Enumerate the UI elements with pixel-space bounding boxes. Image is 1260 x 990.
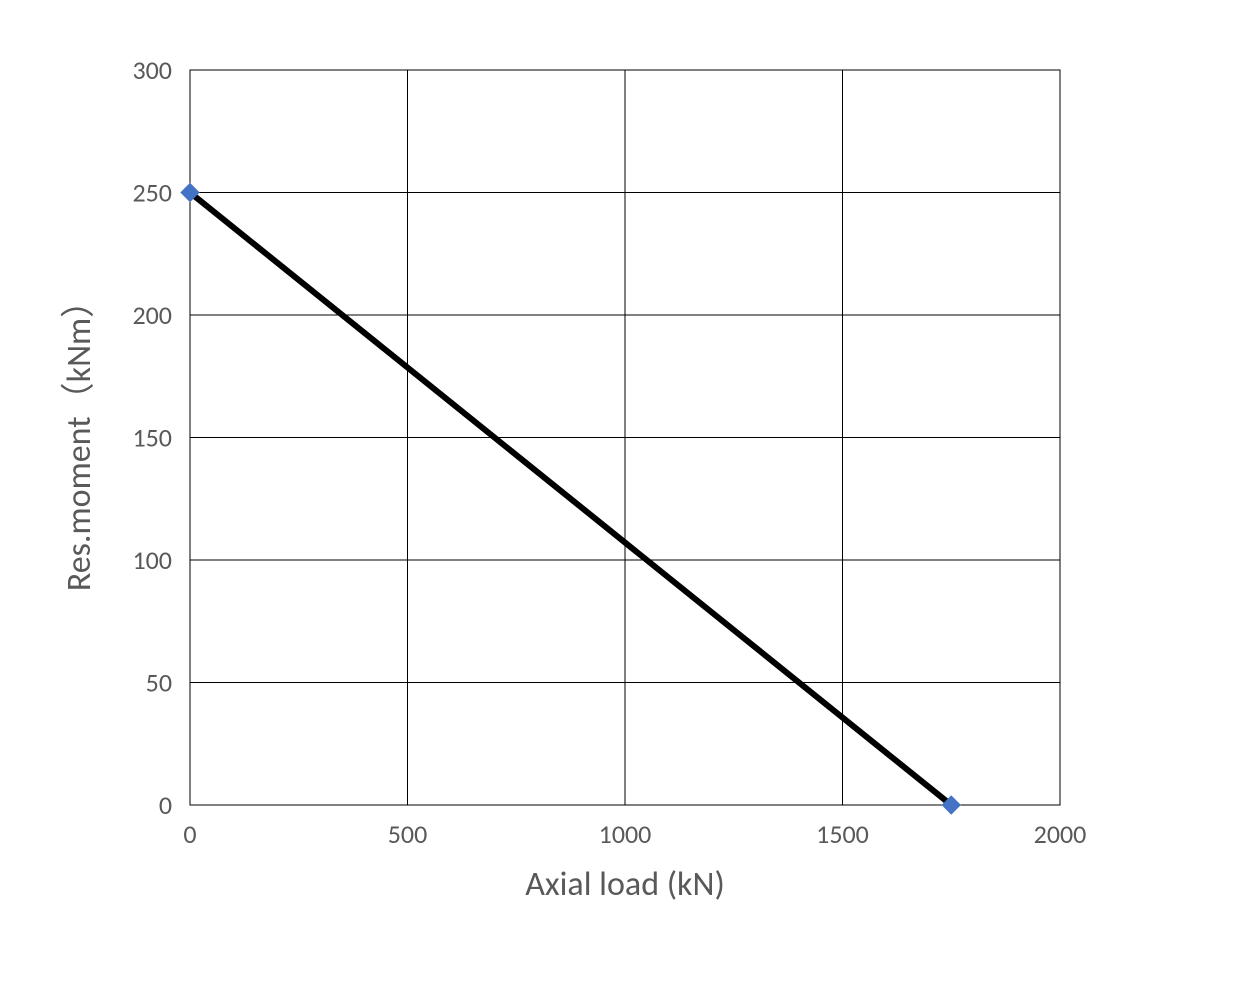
y-tick-label: 50 xyxy=(146,667,172,699)
y-tick-label: 150 xyxy=(132,422,172,454)
y-axis-title: Res.moment（kNm） xyxy=(59,284,100,591)
x-tick-label: 1000 xyxy=(599,818,652,850)
interaction-chart: 0 500 1000 1500 2000 0 50 100 150 200 250 300 Axial … xyxy=(0,0,1260,990)
y-tick-label: 300 xyxy=(132,54,172,86)
y-tick-label: 250 xyxy=(132,177,172,209)
chart-container: 0 500 1000 1500 2000 0 50 100 150 200 250 300 Axial … xyxy=(0,0,1260,990)
y-tick-label: 100 xyxy=(132,544,172,576)
x-tick-label: 2000 xyxy=(1034,818,1087,850)
y-tick-label: 200 xyxy=(132,299,172,331)
x-tick-label: 500 xyxy=(388,818,428,850)
x-tick-label: 0 xyxy=(183,818,196,850)
y-tick-label: 0 xyxy=(159,789,172,821)
x-axis-title: Axial load (kN) xyxy=(525,864,725,905)
x-tick-label: 1500 xyxy=(816,818,869,850)
